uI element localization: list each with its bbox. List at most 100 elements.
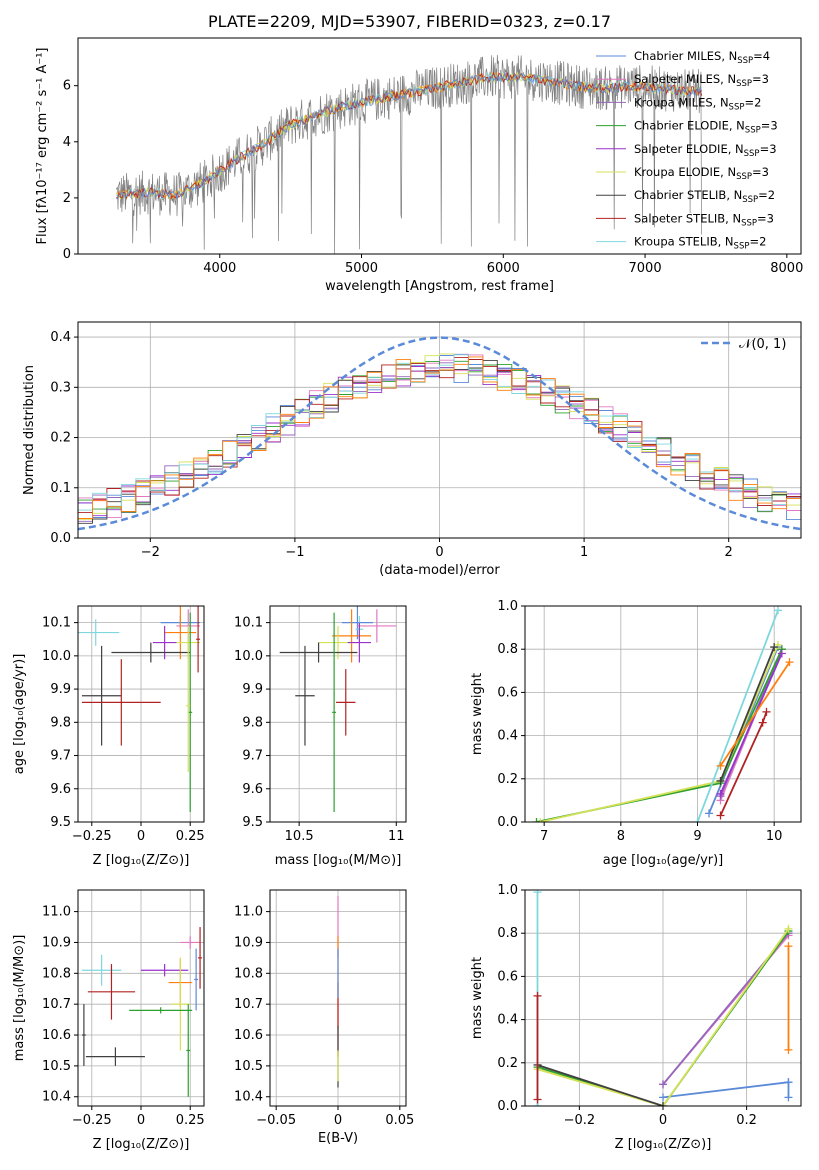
weight_vs_Z-plot-area — [533, 890, 793, 1106]
weight-marker — [533, 991, 542, 1000]
y-tick-label: 1.0 — [497, 599, 518, 614]
y-tick-label: 10.6 — [42, 1028, 71, 1043]
y-tick-label: 10.9 — [234, 935, 263, 950]
y-tick-label: 0.8 — [497, 642, 518, 657]
y-tick-label: 9.8 — [50, 715, 71, 730]
weight-marker — [533, 1095, 542, 1104]
legend-sub: SSP — [736, 172, 752, 182]
y-tick-label: 9.9 — [242, 682, 263, 697]
weight-marker — [784, 924, 793, 933]
weight-marker — [784, 942, 793, 951]
residuals-xlabel: (data-model)/error — [379, 563, 500, 578]
y-tick-label: 4 — [63, 135, 71, 150]
x-tick-label: 0.2 — [736, 1113, 757, 1128]
y-tick-label: 9.7 — [242, 749, 263, 764]
spectrum-xlabel: wavelength [Angstrom, rest frame] — [325, 279, 554, 294]
weight-marker — [659, 1093, 667, 1102]
x-tick-label: 0 — [334, 1113, 342, 1128]
residuals-ylabel: Normed distribution — [22, 365, 37, 495]
x-tick-label: 7 — [540, 829, 548, 844]
weight-marker — [784, 1078, 793, 1087]
legend-rest: =2 — [749, 235, 766, 249]
x-tick-label: 9 — [693, 829, 701, 844]
weight-marker — [716, 761, 725, 770]
y-tick-label: 9.7 — [50, 749, 71, 764]
x-tick-label: 8 — [617, 829, 625, 844]
x-tick-label: 6000 — [487, 261, 520, 276]
mass_vs_ebv-frame — [269, 889, 407, 1107]
y-tick-label: 9.9 — [50, 682, 71, 697]
y-tick-label: 0.3 — [50, 380, 71, 395]
x-tick-label: 4000 — [203, 261, 236, 276]
weight_vs_Z-xlabel: Z [log₁₀(Z/Z⊙)] — [615, 1137, 712, 1152]
weight_vs_age-plot-area — [532, 606, 794, 822]
weight-series-line — [719, 646, 776, 782]
legend-sub: SSP — [744, 149, 760, 159]
legend-rest: =3 — [757, 211, 774, 225]
y-tick-label: 11.0 — [42, 905, 71, 920]
age_vs_Z-axes — [74, 606, 204, 826]
y-tick-label: 10.6 — [234, 1028, 263, 1043]
weight-marker — [785, 658, 794, 667]
weight-series-line — [662, 1081, 789, 1099]
spectrum-model-line — [116, 72, 703, 200]
y-tick-label: 10.1 — [234, 616, 263, 631]
y-tick-label: 0.2 — [497, 772, 518, 787]
y-tick-label: 10.8 — [234, 966, 263, 981]
weight-marker — [777, 649, 786, 658]
residuals-axes — [74, 322, 801, 542]
weight-marker — [659, 1080, 667, 1089]
y-tick-label: 10.0 — [234, 649, 263, 664]
weight-series-line — [537, 928, 790, 1106]
legend-label: Chabrier STELIB, NSSP=2 — [634, 188, 775, 205]
x-tick-label: 2 — [725, 545, 733, 560]
weight-series-line — [537, 1064, 664, 1106]
age_vs_mass-plot-area — [279, 606, 397, 813]
weight_vs_Z-ylabel: mass weight — [470, 957, 485, 1039]
age-vs-mass-xlabel: mass [log₁₀(M/M⊙)] — [275, 853, 402, 868]
legend-label: Chabrier MILES, NSSP=4 — [634, 49, 770, 66]
y-tick-label: 1.0 — [497, 883, 518, 898]
mass_vs_Z-axes — [74, 890, 204, 1110]
y-tick-label: 0.4 — [497, 1013, 518, 1028]
mass_vs_Z-frame — [77, 889, 205, 1107]
weight-marker — [716, 776, 725, 785]
legend-rest: =3 — [752, 72, 769, 86]
age_vs_Z-frame — [77, 605, 205, 823]
x-tick-label: −2 — [141, 545, 160, 560]
weight-marker — [774, 606, 782, 615]
legend-label: Salpeter ELODIE, NSSP=3 — [634, 142, 777, 159]
y-tick-label: 9.8 — [242, 715, 263, 730]
legend-rest: =2 — [758, 188, 775, 202]
y-tick-label: 0.1 — [50, 481, 71, 496]
figure-title: PLATE=2209, MJD=53907, FIBERID=0323, z=0… — [207, 12, 612, 31]
x-tick-label: 7000 — [629, 261, 662, 276]
legend-label: Salpeter STELIB, NSSP=3 — [634, 211, 774, 228]
x-tick-label: −1 — [285, 545, 304, 560]
legend-label: Chabrier ELODIE, NSSP=3 — [634, 119, 778, 136]
x-tick-label: 10.5 — [285, 829, 314, 844]
weight-marker — [784, 1045, 793, 1054]
spectrum-ylabel: Flux [fλ10⁻¹⁷ erg cm⁻² s⁻¹ A⁻¹] — [35, 48, 50, 245]
mass-vs-Z-xlabel: Z [log₁₀(Z/Z⊙)] — [93, 1137, 190, 1152]
y-tick-label: 10.5 — [42, 1059, 71, 1074]
age_vs_mass-axes — [266, 606, 406, 826]
x-tick-label: −0.25 — [72, 1113, 112, 1128]
spectrum-data-line — [115, 54, 702, 254]
spectrum-frame — [77, 37, 802, 255]
y-tick-label: 11.0 — [234, 905, 263, 920]
y-tick-label: 10.0 — [42, 649, 71, 664]
y-tick-label: 2 — [63, 191, 71, 206]
legend-label: Salpeter MILES, NSSP=3 — [634, 72, 769, 89]
y-tick-label: 10.5 — [234, 1059, 263, 1074]
legend-sub: SSP — [745, 126, 761, 136]
y-tick-label: 0.2 — [497, 1056, 518, 1071]
age_vs_mass-frame — [269, 605, 407, 823]
legend-rest: =3 — [760, 142, 777, 156]
weight-marker — [533, 890, 542, 897]
weight-marker — [762, 707, 771, 716]
weight-series-line — [719, 653, 783, 795]
x-tick-label: −0.05 — [256, 1113, 296, 1128]
weight_vs_age-ylabel: mass weight — [470, 673, 485, 755]
